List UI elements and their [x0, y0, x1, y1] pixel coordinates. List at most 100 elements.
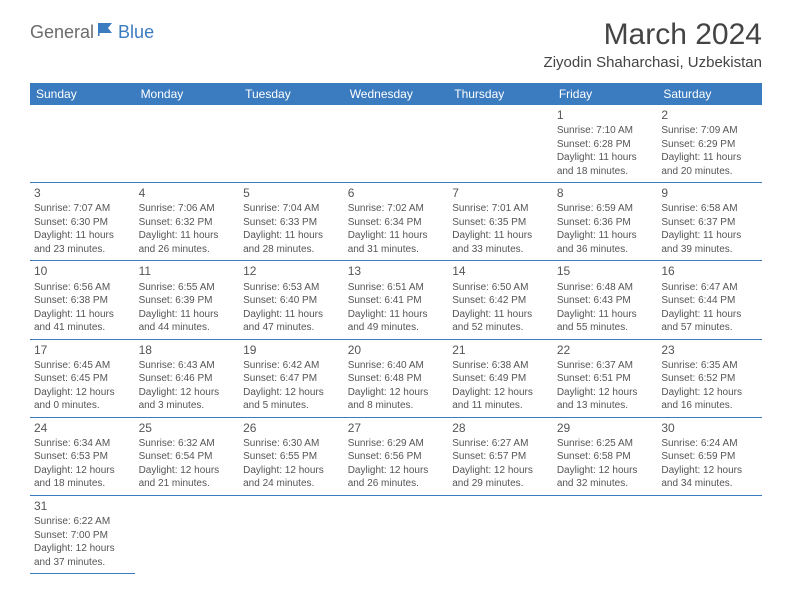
day-number: 12: [243, 263, 340, 279]
title-block: March 2024 Ziyodin Shaharchasi, Uzbekist…: [544, 18, 762, 71]
sunrise-text: Sunrise: 6:22 AM: [34, 515, 131, 529]
sunrise-text: Sunrise: 7:06 AM: [139, 202, 236, 216]
sunrise-text: Sunrise: 7:07 AM: [34, 202, 131, 216]
sunrise-text: Sunrise: 6:34 AM: [34, 437, 131, 451]
calendar-cell: [344, 105, 449, 183]
brand-general: General: [30, 22, 94, 43]
sunset-text: Sunset: 6:45 PM: [34, 372, 131, 386]
day-number: 15: [557, 263, 654, 279]
weekday-header: Saturday: [657, 83, 762, 105]
sunrise-text: Sunrise: 6:29 AM: [348, 437, 445, 451]
daylight-text: Daylight: 11 hours and 41 minutes.: [34, 308, 131, 335]
day-number: 4: [139, 185, 236, 201]
sunset-text: Sunset: 6:41 PM: [348, 294, 445, 308]
daylight-text: Daylight: 12 hours and 24 minutes.: [243, 464, 340, 491]
sunset-text: Sunset: 6:44 PM: [661, 294, 758, 308]
sunrise-text: Sunrise: 6:51 AM: [348, 281, 445, 295]
calendar-cell: [30, 105, 135, 183]
daylight-text: Daylight: 12 hours and 11 minutes.: [452, 386, 549, 413]
day-number: 10: [34, 263, 131, 279]
sunset-text: Sunset: 6:51 PM: [557, 372, 654, 386]
daylight-text: Daylight: 12 hours and 37 minutes.: [34, 542, 131, 569]
sunrise-text: Sunrise: 6:37 AM: [557, 359, 654, 373]
sunrise-text: Sunrise: 6:45 AM: [34, 359, 131, 373]
calendar-cell: 10Sunrise: 6:56 AMSunset: 6:38 PMDayligh…: [30, 261, 135, 339]
flag-icon: [98, 21, 118, 42]
weekday-header: Thursday: [448, 83, 553, 105]
sunset-text: Sunset: 6:39 PM: [139, 294, 236, 308]
sunset-text: Sunset: 6:58 PM: [557, 450, 654, 464]
sunset-text: Sunset: 6:46 PM: [139, 372, 236, 386]
sunset-text: Sunset: 7:00 PM: [34, 529, 131, 543]
daylight-text: Daylight: 11 hours and 20 minutes.: [661, 151, 758, 178]
daylight-text: Daylight: 12 hours and 8 minutes.: [348, 386, 445, 413]
sunset-text: Sunset: 6:33 PM: [243, 216, 340, 230]
calendar-cell: 13 Sunrise: 6:51 AMSunset: 6:41 PMDayligh…: [344, 261, 449, 339]
calendar-cell: 15Sunrise: 6:48 AMSunset: 6:43 PMDayligh…: [553, 261, 658, 339]
weekday-header: Friday: [553, 83, 658, 105]
calendar-cell: 5Sunrise: 7:04 AMSunset: 6:33 PMDaylight…: [239, 183, 344, 261]
sunrise-text: Sunrise: 6:43 AM: [139, 359, 236, 373]
daylight-text: Daylight: 12 hours and 34 minutes.: [661, 464, 758, 491]
calendar-cell: 23Sunrise: 6:35 AMSunset: 6:52 PMDayligh…: [657, 339, 762, 417]
sunset-text: Sunset: 6:35 PM: [452, 216, 549, 230]
day-number: 29: [557, 420, 654, 436]
daylight-text: Daylight: 11 hours and 47 minutes.: [243, 308, 340, 335]
calendar-cell: 17Sunrise: 6:45 AMSunset: 6:45 PMDayligh…: [30, 339, 135, 417]
day-number: 31: [34, 498, 131, 514]
day-number: 23: [661, 342, 758, 358]
calendar-cell: 12Sunrise: 6:53 AMSunset: 6:40 PMDayligh…: [239, 261, 344, 339]
day-number: 14: [452, 263, 549, 279]
calendar-cell: 11Sunrise: 6:55 AMSunset: 6:39 PMDayligh…: [135, 261, 240, 339]
calendar-cell: 26Sunrise: 6:30 AMSunset: 6:55 PMDayligh…: [239, 417, 344, 495]
sunrise-text: Sunrise: 6:40 AM: [348, 359, 445, 373]
sunrise-text: Sunrise: 6:56 AM: [34, 281, 131, 295]
daylight-text: Daylight: 12 hours and 29 minutes.: [452, 464, 549, 491]
sunrise-text: Sunrise: 6:32 AM: [139, 437, 236, 451]
sunset-text: Sunset: 6:49 PM: [452, 372, 549, 386]
sunrise-text: Sunrise: 6:42 AM: [243, 359, 340, 373]
calendar-cell: 19Sunrise: 6:42 AMSunset: 6:47 PMDayligh…: [239, 339, 344, 417]
sunrise-text: Sunrise: 6:53 AM: [243, 281, 340, 295]
calendar-cell: [448, 495, 553, 573]
calendar-cell: 24Sunrise: 6:34 AMSunset: 6:53 PMDayligh…: [30, 417, 135, 495]
calendar-table: SundayMondayTuesdayWednesdayThursdayFrid…: [30, 83, 762, 574]
day-number: 21: [452, 342, 549, 358]
sunrise-text: Sunrise: 6:58 AM: [661, 202, 758, 216]
day-number: 13: [348, 263, 445, 279]
sunset-text: Sunset: 6:36 PM: [557, 216, 654, 230]
calendar-cell: [344, 495, 449, 573]
daylight-text: Daylight: 12 hours and 5 minutes.: [243, 386, 340, 413]
sunrise-text: Sunrise: 6:59 AM: [557, 202, 654, 216]
sunset-text: Sunset: 6:43 PM: [557, 294, 654, 308]
weekday-header: Monday: [135, 83, 240, 105]
calendar-cell: 27Sunrise: 6:29 AMSunset: 6:56 PMDayligh…: [344, 417, 449, 495]
sunrise-text: Sunrise: 7:01 AM: [452, 202, 549, 216]
header: General Blue March 2024 Ziyodin Shaharch…: [30, 18, 762, 71]
daylight-text: Daylight: 11 hours and 49 minutes.: [348, 308, 445, 335]
calendar-body: 1Sunrise: 7:10 AMSunset: 6:28 PMDaylight…: [30, 105, 762, 574]
sunset-text: Sunset: 6:53 PM: [34, 450, 131, 464]
calendar-cell: 3Sunrise: 7:07 AMSunset: 6:30 PMDaylight…: [30, 183, 135, 261]
sunrise-text: Sunrise: 6:55 AM: [139, 281, 236, 295]
sunset-text: Sunset: 6:29 PM: [661, 138, 758, 152]
calendar-cell: 16Sunrise: 6:47 AMSunset: 6:44 PMDayligh…: [657, 261, 762, 339]
location-text: Ziyodin Shaharchasi, Uzbekistan: [544, 54, 762, 71]
day-number: 26: [243, 420, 340, 436]
daylight-text: Daylight: 11 hours and 33 minutes.: [452, 229, 549, 256]
day-number: 11: [139, 263, 236, 279]
sunrise-text: Sunrise: 7:09 AM: [661, 124, 758, 138]
month-title: March 2024: [544, 18, 762, 52]
sunrise-text: Sunrise: 6:35 AM: [661, 359, 758, 373]
weekday-header: Tuesday: [239, 83, 344, 105]
calendar-cell: 1Sunrise: 7:10 AMSunset: 6:28 PMDaylight…: [553, 105, 658, 183]
sunrise-text: Sunrise: 6:47 AM: [661, 281, 758, 295]
sunset-text: Sunset: 6:54 PM: [139, 450, 236, 464]
daylight-text: Daylight: 11 hours and 52 minutes.: [452, 308, 549, 335]
weekday-header: Wednesday: [344, 83, 449, 105]
sunset-text: Sunset: 6:55 PM: [243, 450, 340, 464]
calendar-cell: 28Sunrise: 6:27 AMSunset: 6:57 PMDayligh…: [448, 417, 553, 495]
day-number: 18: [139, 342, 236, 358]
calendar-cell: [553, 495, 658, 573]
daylight-text: Daylight: 12 hours and 3 minutes.: [139, 386, 236, 413]
